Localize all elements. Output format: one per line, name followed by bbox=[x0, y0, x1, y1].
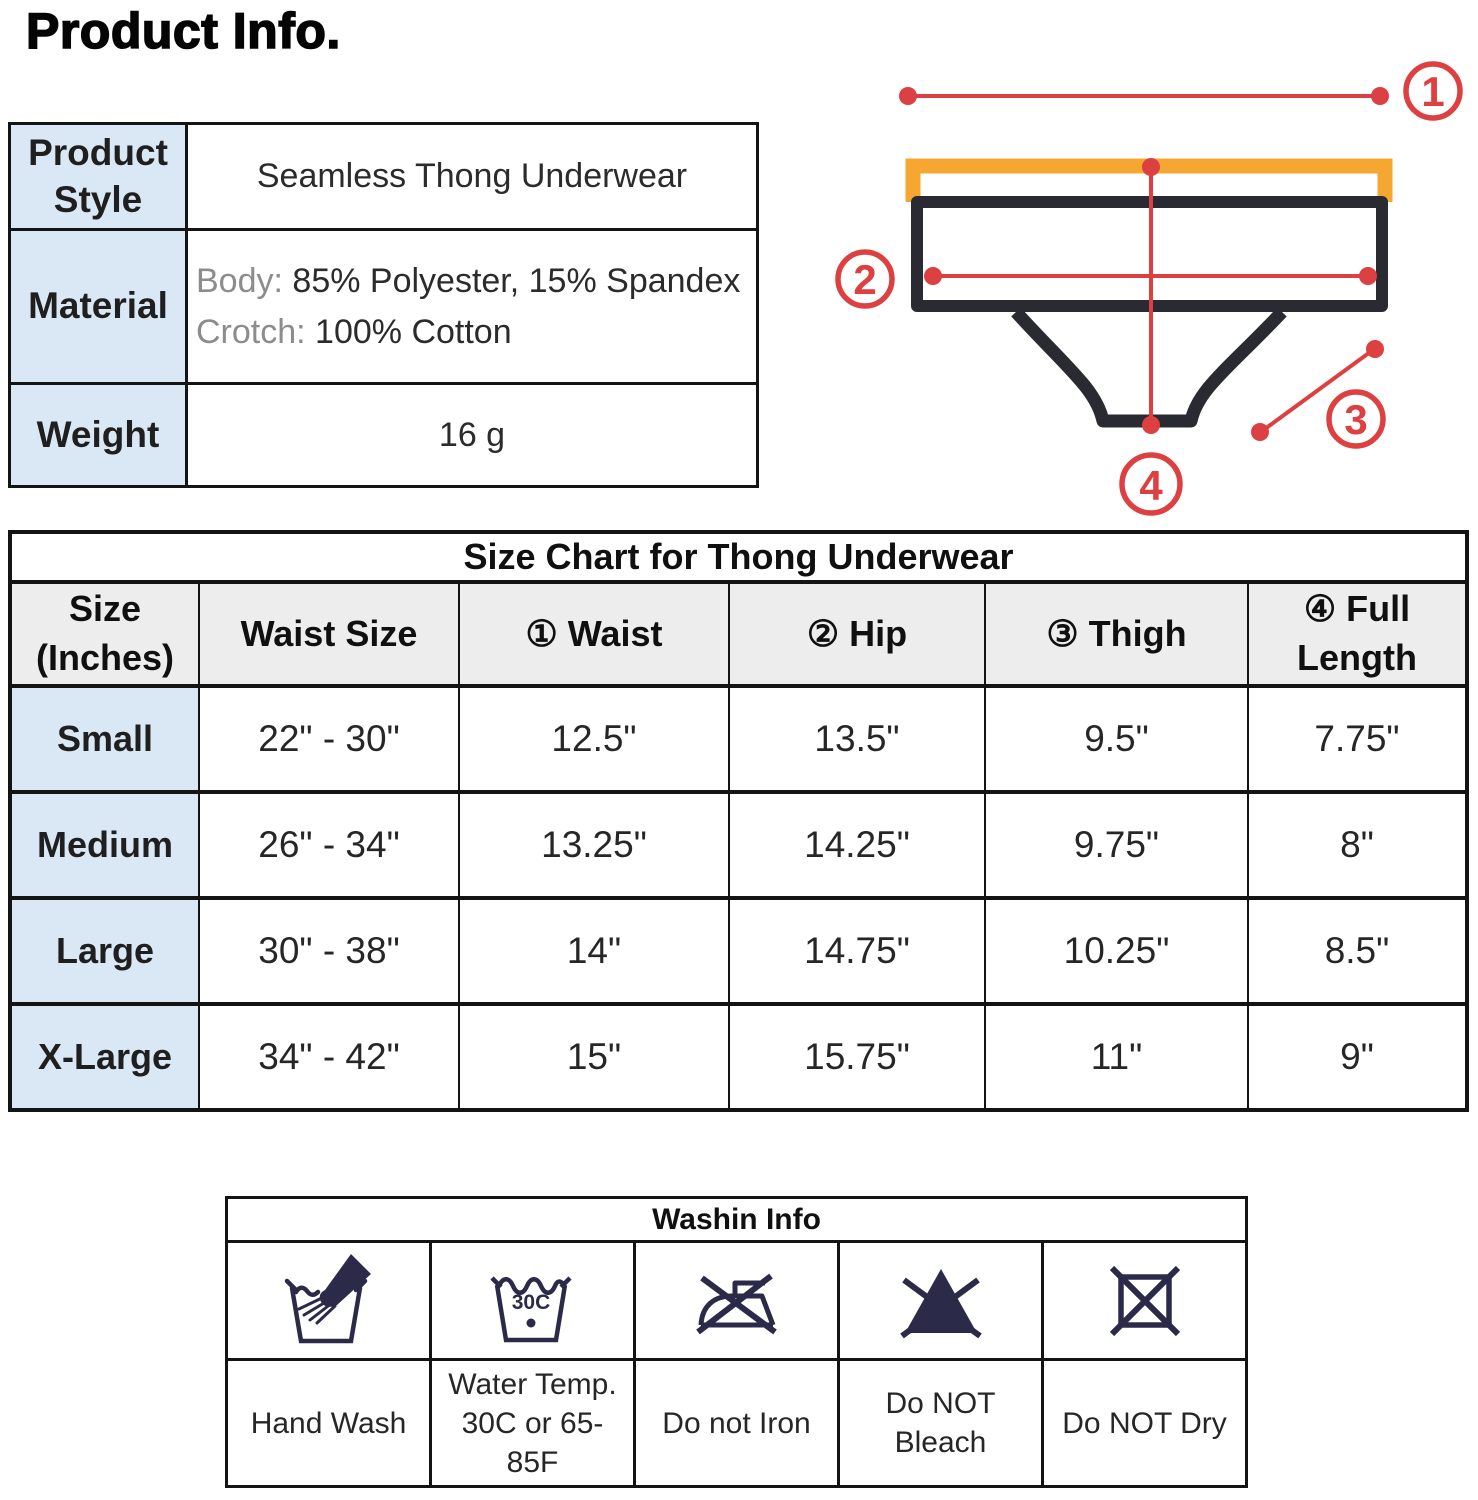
table-row: Washin Info bbox=[225, 1196, 1248, 1243]
measurement-lines bbox=[899, 87, 1389, 441]
marker-circle-1 bbox=[1403, 61, 1463, 121]
weight-value: 16 g bbox=[185, 382, 759, 488]
header-cell-hip: ② Hip bbox=[728, 580, 986, 688]
table-row: 30C bbox=[225, 1240, 1248, 1361]
product-style-value: Seamless Thong Underwear bbox=[185, 122, 759, 231]
table-row: Hand Wash Water Temp. 30C or 65-85F Do n… bbox=[225, 1358, 1248, 1488]
header-cell-full-length: ④ Full Length bbox=[1247, 580, 1468, 688]
material-crotch-value: 100% Cotton bbox=[315, 312, 512, 351]
hip-cell: 15.75" bbox=[728, 1002, 986, 1112]
hand-wash-cell bbox=[225, 1240, 432, 1361]
wash-30c-cell: 30C bbox=[429, 1240, 636, 1361]
marker-4: 4 bbox=[1139, 462, 1163, 509]
waist-size-cell: 30" - 38" bbox=[198, 896, 460, 1006]
care-label: Do NOT Bleach bbox=[837, 1358, 1044, 1488]
care-label: Do NOT Dry bbox=[1041, 1358, 1248, 1488]
thigh-cell: 9.75" bbox=[984, 790, 1249, 900]
material-value: Body: 85% Polyester, 15% Spandex Crotch:… bbox=[185, 228, 759, 385]
measurement-diagram: 1 2 3 4 bbox=[835, 61, 1463, 516]
waist-size-cell: 34" - 42" bbox=[198, 1002, 460, 1112]
table-row: Size Chart for Thong Underwear bbox=[9, 530, 1468, 584]
material-crotch-line: Crotch: 100% Cotton bbox=[196, 307, 756, 358]
material-crotch-key: Crotch: bbox=[196, 312, 306, 351]
marker-circle-2 bbox=[835, 249, 895, 309]
size-cell: X-Large bbox=[9, 1002, 200, 1112]
waist-cell: 14" bbox=[458, 896, 730, 1006]
material-body-key: Body: bbox=[196, 261, 283, 300]
size-cell: Medium bbox=[9, 790, 200, 900]
waist-size-cell: 26" - 34" bbox=[198, 790, 460, 900]
hip-cell: 14.75" bbox=[728, 896, 986, 1006]
header-cell-waist-size: Waist Size bbox=[198, 580, 460, 688]
size-cell: Small bbox=[9, 684, 200, 794]
material-body-value: 85% Polyester, 15% Spandex bbox=[292, 261, 741, 300]
product-info-table: Product Style Seamless Thong Underwear M… bbox=[8, 122, 759, 488]
header-cell-size: Size (Inches) bbox=[9, 580, 200, 688]
size-chart-title: Size Chart for Thong Underwear bbox=[9, 530, 1468, 584]
full-length-cell: 9" bbox=[1247, 1002, 1468, 1112]
material-label: Material bbox=[8, 228, 188, 385]
do-not-iron-cell bbox=[633, 1240, 840, 1361]
table-row: Size (Inches) Waist Size ① Waist ② Hip ③… bbox=[9, 580, 1468, 688]
full-length-cell: 8.5" bbox=[1247, 896, 1468, 1006]
diagram-markers: 1 2 3 4 bbox=[835, 61, 1463, 516]
wash-temp-badge: 30C bbox=[511, 1291, 550, 1314]
washing-info-title: Washin Info bbox=[225, 1196, 1248, 1243]
washing-info-table: Washin Info bbox=[225, 1196, 1248, 1488]
marker-circle-3 bbox=[1326, 389, 1386, 449]
do-not-bleach-icon bbox=[899, 1268, 982, 1338]
wash-30c-icon: 30C bbox=[489, 1275, 572, 1342]
marker-1: 1 bbox=[1421, 68, 1444, 115]
table-row: Medium 26" - 34" 13.25" 14.25" 9.75" 8" bbox=[9, 790, 1468, 900]
header-cell-waist: ① Waist bbox=[458, 580, 730, 688]
marker-3: 3 bbox=[1344, 396, 1367, 443]
table-row: Material Body: 85% Polyester, 15% Spande… bbox=[8, 228, 759, 385]
full-length-cell: 8" bbox=[1247, 790, 1468, 900]
care-label: Do not Iron bbox=[633, 1358, 840, 1488]
waist-cell: 13.25" bbox=[458, 790, 730, 900]
table-row: X-Large 34" - 42" 15" 15.75" 11" 9" bbox=[9, 1002, 1468, 1112]
waist-cell: 12.5" bbox=[458, 684, 730, 794]
table-row: Small 22" - 30" 12.5" 13.5" 9.5" 7.75" bbox=[9, 684, 1468, 794]
full-length-cell: 7.75" bbox=[1247, 684, 1468, 794]
hand-wash-icon bbox=[284, 1253, 371, 1343]
do-not-dry-icon bbox=[1109, 1265, 1180, 1336]
thigh-cell: 10.25" bbox=[984, 896, 1249, 1006]
hip-cell: 13.5" bbox=[728, 684, 986, 794]
thigh-cell: 11" bbox=[984, 1002, 1249, 1112]
hip-cell: 14.25" bbox=[728, 790, 986, 900]
weight-label: Weight bbox=[8, 382, 188, 488]
product-style-label: Product Style bbox=[8, 122, 188, 231]
care-label: Hand Wash bbox=[225, 1358, 432, 1488]
thigh-cell: 9.5" bbox=[984, 684, 1249, 794]
size-chart-table: Size Chart for Thong Underwear Size (Inc… bbox=[8, 530, 1469, 1112]
material-body-line: Body: 85% Polyester, 15% Spandex bbox=[196, 256, 756, 307]
waist-size-cell: 22" - 30" bbox=[198, 684, 460, 794]
marker-circle-4 bbox=[1119, 452, 1183, 516]
do-not-dry-cell bbox=[1041, 1240, 1248, 1361]
header-cell-thigh: ③ Thigh bbox=[984, 580, 1249, 688]
marker-2: 2 bbox=[853, 256, 876, 303]
do-not-iron-icon bbox=[695, 1273, 777, 1334]
size-cell: Large bbox=[9, 896, 200, 1006]
care-label: Water Temp. 30C or 65-85F bbox=[429, 1358, 636, 1488]
table-row: Weight 16 g bbox=[8, 382, 759, 488]
table-row: Product Style Seamless Thong Underwear bbox=[8, 122, 759, 231]
page-title: Product Info. bbox=[25, 2, 341, 60]
table-row: Large 30" - 38" 14" 14.75" 10.25" 8.5" bbox=[9, 896, 1468, 1006]
waist-cell: 15" bbox=[458, 1002, 730, 1112]
do-not-bleach-cell bbox=[837, 1240, 1044, 1361]
